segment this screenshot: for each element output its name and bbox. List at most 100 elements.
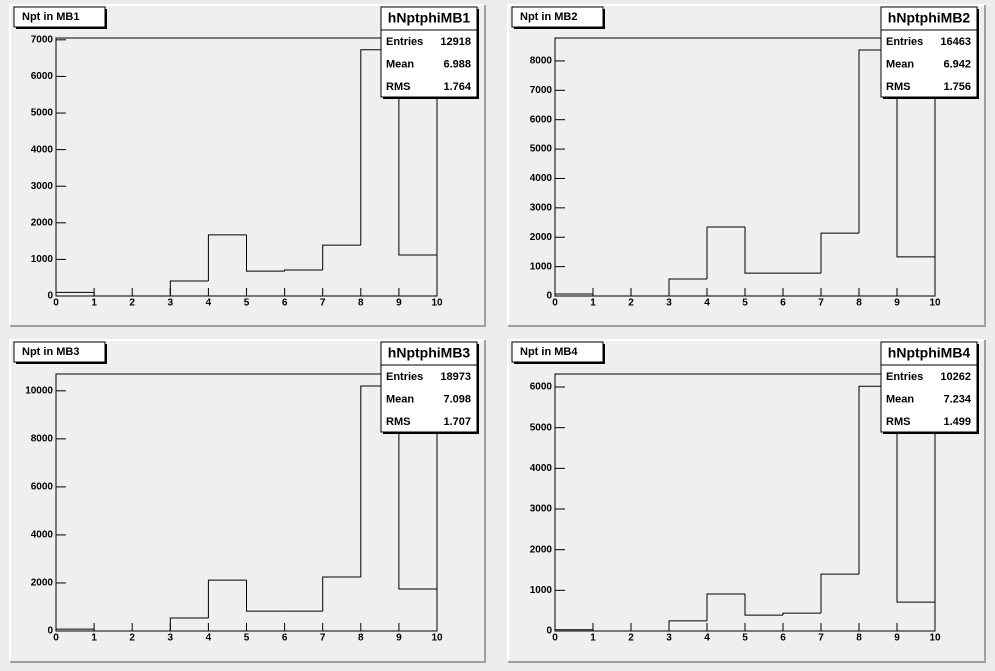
pad-bevel-dark [508, 5, 986, 327]
x-tick-label: 6 [282, 633, 288, 644]
y-tick-label: 2000 [31, 578, 54, 589]
histogram-bin [592, 293, 631, 297]
x-tick-label: 4 [206, 633, 212, 644]
stats-label: Entries [886, 36, 923, 48]
stats-value: 7.098 [443, 393, 471, 405]
x-tick-label: 9 [894, 633, 900, 644]
x-tick-label: 4 [704, 298, 710, 309]
title-box [511, 341, 604, 363]
x-tick-label: 10 [431, 633, 443, 644]
stats-box [380, 341, 478, 433]
x-tick-label: 4 [704, 633, 710, 644]
histogram-bin [820, 232, 859, 274]
x-tick-label: 5 [244, 298, 250, 309]
y-tick-label: 10000 [25, 385, 53, 396]
y-tick-label: 4000 [530, 173, 553, 184]
stats-label: Mean [886, 58, 914, 70]
histogram-bin [706, 593, 745, 621]
y-tick-label: 3000 [530, 504, 553, 515]
stats-label: Entries [386, 371, 423, 383]
histogram-bin [706, 226, 745, 279]
x-tick-label: 7 [320, 298, 326, 309]
y-tick-label: 7000 [530, 85, 553, 96]
histogram-bin [554, 293, 593, 296]
x-tick-label: 3 [666, 633, 672, 644]
x-tick-label: 9 [894, 298, 900, 309]
stats-label: RMS [886, 81, 910, 93]
y-tick-label: 0 [546, 626, 552, 637]
histogram-bin [744, 226, 783, 274]
x-tick-label: 6 [780, 633, 786, 644]
stats-name: hNptphiMB2 [888, 10, 971, 26]
y-tick-label: 2000 [530, 544, 553, 555]
x-tick-label: 10 [929, 298, 941, 309]
x-tick-label: 1 [91, 298, 97, 309]
stats-name: hNptphiMB1 [388, 10, 471, 26]
y-tick-label: 2000 [31, 217, 54, 228]
y-tick-label: 5000 [530, 144, 553, 155]
y-tick-label: 8000 [530, 56, 553, 67]
stats-label: Entries [886, 371, 923, 383]
y-tick-label: 7000 [31, 34, 54, 45]
y-tick-label: 4000 [31, 530, 54, 541]
stats-value: 12918 [440, 36, 471, 48]
y-tick-label: 4000 [31, 144, 54, 155]
stats-label: Mean [386, 393, 414, 405]
chart-title: Npt in MB3 [22, 346, 79, 358]
stats-box [880, 341, 978, 433]
x-tick-label: 10 [929, 633, 941, 644]
pad-bevel-dark [10, 340, 486, 663]
x-tick-label: 9 [396, 298, 402, 309]
y-tick-label: 8000 [31, 433, 54, 444]
histogram-bin [93, 629, 133, 632]
stats-value: 1.707 [443, 416, 471, 428]
histogram-bin [55, 628, 95, 631]
stats-value: 1.764 [443, 81, 471, 93]
histogram-bin [246, 580, 285, 612]
y-tick-label: 3000 [31, 181, 54, 192]
stats-name: hNptphiMB3 [388, 345, 471, 361]
stats-label: RMS [386, 416, 410, 428]
pad-bevel-dark [508, 340, 986, 663]
stats-label: Mean [386, 58, 414, 70]
stats-value: 10262 [940, 371, 971, 383]
x-tick-label: 4 [206, 298, 212, 309]
x-tick-label: 3 [168, 633, 174, 644]
histogram-bin [744, 593, 783, 616]
y-tick-label: 1000 [530, 585, 553, 596]
stats-box [880, 6, 978, 98]
x-tick-label: 2 [129, 633, 135, 644]
x-tick-label: 6 [780, 298, 786, 309]
stats-label: RMS [886, 416, 910, 428]
histogram-bin [668, 278, 707, 296]
y-tick-label: 2000 [530, 232, 553, 243]
y-tick-label: 0 [546, 291, 552, 302]
x-tick-label: 6 [282, 298, 288, 309]
histogram-bin [169, 280, 209, 296]
x-tick-label: 7 [818, 298, 824, 309]
stats-value: 7.234 [943, 393, 971, 405]
title-box [511, 6, 604, 28]
stats-name: hNptphiMB4 [888, 345, 971, 361]
stats-value: 1.756 [943, 81, 971, 93]
y-tick-label: 5000 [31, 108, 54, 119]
y-tick-label: 3000 [530, 202, 553, 213]
x-tick-label: 8 [856, 633, 862, 644]
chart-title: Npt in MB1 [22, 11, 79, 23]
histogram-bin [398, 386, 438, 631]
y-tick-label: 0 [47, 291, 53, 302]
histogram-bin [398, 49, 438, 296]
stats-label: Entries [386, 36, 423, 48]
histogram-bin [668, 620, 707, 631]
histogram-bin [896, 50, 936, 296]
x-tick-label: 1 [590, 298, 596, 309]
chart-title: Npt in MB2 [520, 11, 577, 23]
histogram-bin [169, 617, 209, 631]
x-tick-label: 0 [552, 633, 558, 644]
x-tick-label: 5 [742, 633, 748, 644]
x-tick-label: 0 [53, 633, 59, 644]
stats-value: 18973 [440, 371, 471, 383]
y-tick-label: 6000 [31, 482, 54, 493]
x-tick-label: 7 [818, 633, 824, 644]
stats-box [380, 6, 478, 98]
